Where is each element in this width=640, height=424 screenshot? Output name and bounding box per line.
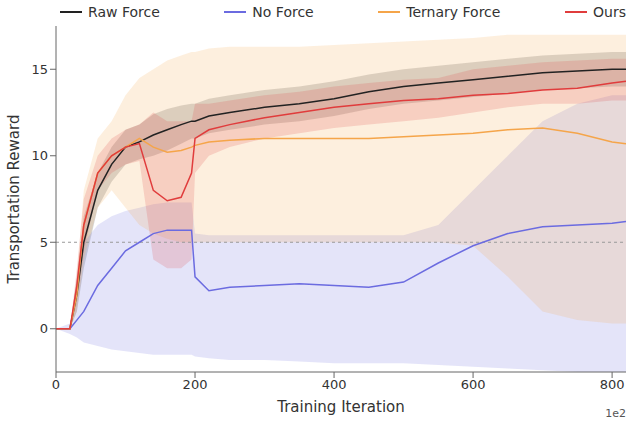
svg-text:400: 400 [322,377,347,392]
svg-text:10: 10 [31,148,48,163]
html-text:No Force: No Force [252,4,314,20]
svg-text:800: 800 [600,377,625,392]
svg-text:Training Iteration: Training Iteration [276,398,405,416]
html-text:Ours: Ours [593,4,626,20]
html-text:Ternary Force: Ternary Force [406,4,501,20]
html-text:1e2: 1e2 [605,407,626,420]
svg-text:600: 600 [461,377,486,392]
html-text:Raw Force: Raw Force [88,4,160,20]
svg-text:0: 0 [40,321,48,336]
svg-text:5: 5 [40,235,48,250]
svg-text:200: 200 [183,377,208,392]
svg-text:0: 0 [52,377,60,392]
svg-text:Transportation Reward: Transportation Reward [8,115,23,285]
svg-text:15: 15 [31,62,48,77]
